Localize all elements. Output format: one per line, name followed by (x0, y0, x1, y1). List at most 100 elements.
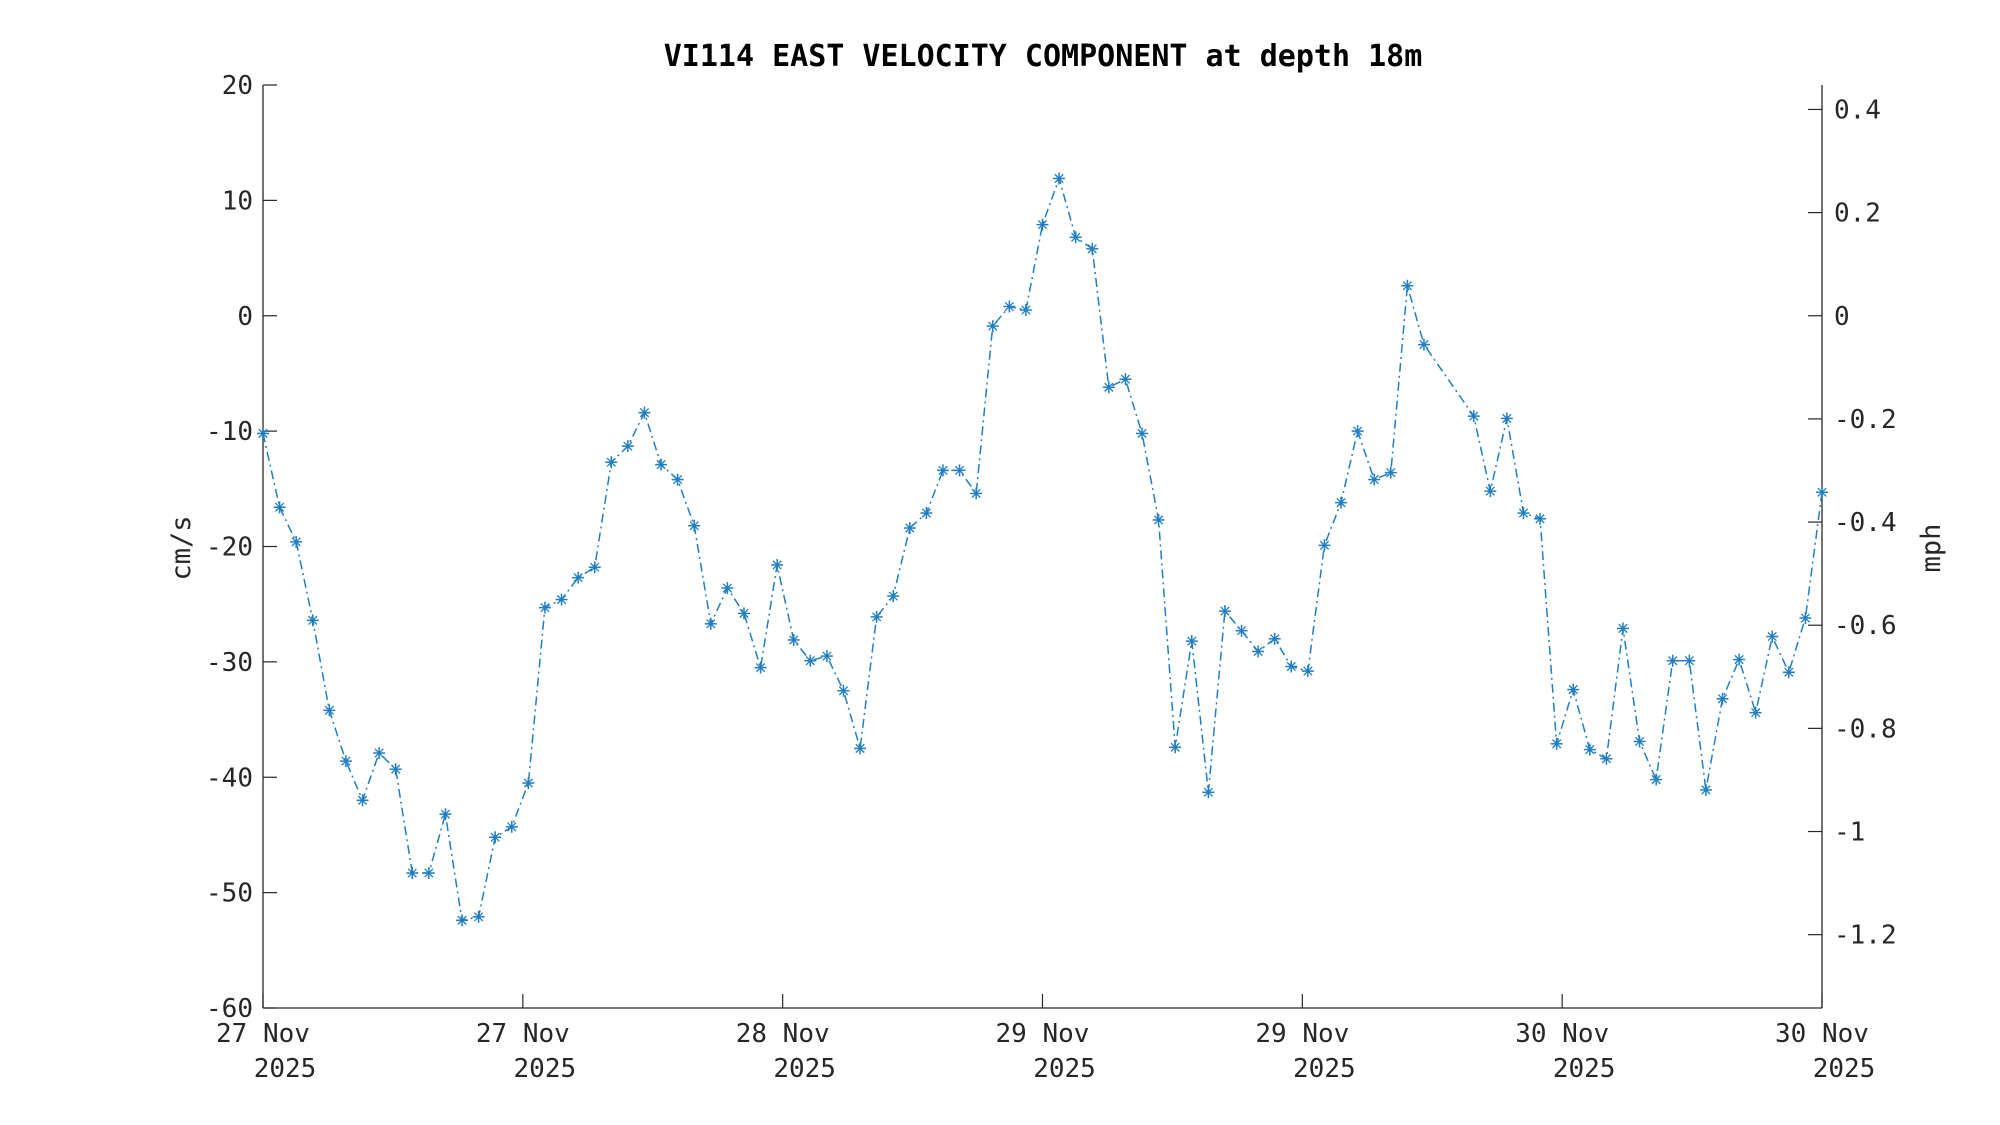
data-point (505, 820, 518, 833)
data-point (936, 464, 949, 477)
data-point (1650, 773, 1663, 786)
data-point (970, 487, 983, 500)
data-point (870, 610, 883, 623)
axes: 20 10 0 -10 -20 -30 -40 -50 -60 0.4 0.2 0 -0.2 -0.4 -0… (206, 71, 1897, 1084)
data-point (1550, 737, 1563, 750)
data-point (820, 650, 833, 663)
data-point (1782, 666, 1795, 679)
data-point (356, 794, 369, 807)
data-point (588, 561, 601, 574)
data-point (1086, 242, 1099, 255)
data-point (273, 501, 286, 514)
data-point (638, 406, 651, 419)
x-tick-label-year: 2025 (1033, 1054, 1096, 1084)
x-tick-label-date: 30 Nov (1515, 1019, 1609, 1049)
x-tick-label-date: 30 Nov (1775, 1019, 1869, 1049)
data-point (655, 458, 668, 471)
y-tick-label-left: -50 (206, 879, 253, 909)
data-point (422, 867, 435, 880)
data-point (1252, 645, 1265, 658)
data-point (1235, 624, 1248, 637)
data-point (1417, 338, 1430, 351)
data-point (688, 519, 701, 532)
y-tick-label-left: -30 (206, 648, 253, 678)
data-point (1368, 473, 1381, 486)
y-tick-label-left: 0 (237, 302, 253, 332)
y-tick-label-left: -60 (206, 994, 253, 1024)
y-tick-label-right: -0.4 (1834, 508, 1897, 538)
y-tick-label-right: 0.2 (1834, 199, 1881, 229)
data-point (538, 601, 551, 614)
data-point (489, 831, 502, 844)
data-point (290, 535, 303, 548)
data-point (1036, 218, 1049, 231)
data-point (472, 910, 485, 923)
data-point (1616, 622, 1629, 635)
x-tick-label-date: 27 Nov (216, 1019, 310, 1049)
data-point (754, 661, 767, 674)
data-point (306, 614, 319, 627)
data-point (1749, 706, 1762, 719)
data-point (1517, 507, 1530, 520)
x-tick-label-year: 2025 (1293, 1054, 1356, 1084)
data-point (953, 464, 966, 477)
y-axis-label-left: cm/s (166, 515, 197, 580)
data-point (1102, 381, 1115, 394)
x-tick-label-date: 28 Nov (736, 1019, 830, 1049)
data-point (1534, 512, 1547, 525)
data-point (1500, 412, 1513, 425)
x-tick-label-date: 29 Nov (996, 1019, 1090, 1049)
data-point (1567, 683, 1580, 696)
data-point (771, 558, 784, 571)
y-tick-label-left: -40 (206, 763, 253, 793)
data-point (1218, 605, 1231, 618)
y-tick-label-left: -20 (206, 533, 253, 563)
data-point (572, 571, 585, 584)
data-point (1053, 172, 1066, 185)
data-point (1351, 425, 1364, 438)
x-tick-label-year: 2025 (1553, 1054, 1616, 1084)
x-tick-label-year: 2025 (773, 1054, 836, 1084)
data-point (887, 590, 900, 603)
plot-area (257, 172, 1828, 927)
data-point (721, 582, 734, 595)
data-point (1799, 612, 1812, 625)
data-point (1152, 513, 1165, 526)
data-point (1285, 660, 1298, 673)
data-point (456, 914, 469, 927)
data-point (704, 617, 717, 630)
data-point (1202, 786, 1215, 799)
y-tick-label-right: -0.6 (1834, 611, 1897, 641)
data-point (1384, 466, 1397, 479)
data-point (406, 867, 419, 880)
data-point (671, 473, 684, 486)
data-point (920, 507, 933, 520)
data-point (854, 742, 867, 755)
data-point (1666, 654, 1679, 667)
data-point (804, 654, 817, 667)
data-point (787, 633, 800, 646)
data-point (1119, 373, 1132, 386)
data-point (1766, 630, 1779, 643)
data-point (605, 456, 618, 469)
data-point (903, 522, 916, 535)
chart-title: VI114 EAST VELOCITY COMPONENT at depth 1… (664, 39, 1423, 74)
data-point (1583, 743, 1596, 756)
y-axis-label-right: mph (1916, 524, 1947, 573)
data-point (1699, 783, 1712, 796)
data-point (323, 704, 336, 717)
y-tick-label-right: 0 (1834, 302, 1850, 332)
data-point (986, 320, 999, 333)
data-point (1716, 692, 1729, 705)
x-tick-label-year: 2025 (514, 1054, 577, 1084)
data-point (1069, 231, 1082, 244)
y-tick-label-left: -10 (206, 417, 253, 447)
data-point (1318, 539, 1331, 552)
data-point (1484, 485, 1497, 498)
data-point (555, 593, 568, 606)
data-point (389, 763, 402, 776)
y-tick-label-left: 20 (222, 71, 253, 101)
y-tick-label-right: -1 (1834, 818, 1865, 848)
data-point (1003, 300, 1016, 313)
